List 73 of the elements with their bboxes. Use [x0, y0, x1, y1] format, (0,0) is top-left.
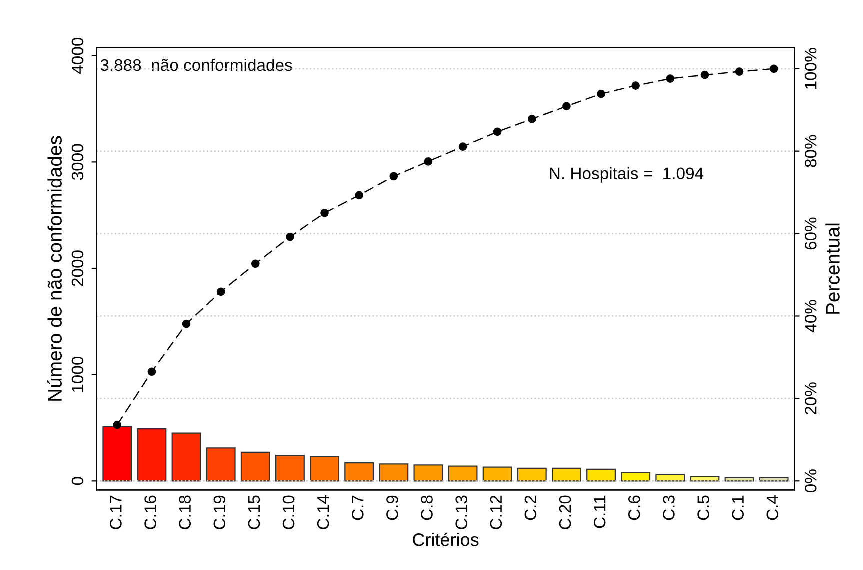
x-tick-label: C.20 — [559, 496, 572, 530]
annotation: N. Hospitais = 1.094 — [550, 167, 704, 183]
bar — [621, 472, 651, 482]
bar — [448, 466, 478, 482]
x-tick-label: C.17 — [110, 496, 122, 530]
bar — [137, 428, 167, 482]
x-tick-label: C.9 — [386, 496, 398, 520]
x-tick-label: C.1 — [732, 496, 744, 520]
bar — [656, 474, 686, 482]
y2-tick-label: 40% — [804, 300, 817, 333]
bar — [240, 452, 270, 482]
point — [355, 191, 364, 200]
point — [493, 128, 502, 136]
y2-tick-label: 60% — [804, 218, 817, 250]
x-tick-label: C.19 — [214, 496, 226, 530]
point — [251, 260, 260, 268]
bar — [310, 456, 340, 482]
y-tick-label: 0 — [72, 477, 84, 486]
y2-tick-label: 80% — [804, 135, 817, 168]
x-tick-label: C.11 — [594, 496, 606, 528]
y-tick-label: 3000 — [72, 144, 84, 180]
bar — [275, 455, 305, 482]
x-tick-label: C.3 — [663, 496, 675, 520]
point — [562, 102, 571, 111]
bar — [517, 468, 547, 482]
point — [735, 68, 744, 76]
y2-axis-title: Percentual — [826, 224, 840, 314]
point — [113, 420, 122, 430]
y-axis-title: Número de não conformidades — [47, 136, 62, 401]
bar — [552, 468, 582, 482]
bar — [379, 464, 409, 482]
x-tick-label: C.2 — [524, 496, 537, 520]
y-tick-label: 1000 — [72, 356, 84, 392]
y2-tick-label: 0% — [804, 470, 817, 493]
bar — [102, 426, 132, 482]
x-tick-label: C.4 — [766, 496, 779, 520]
x-tick-label: C.8 — [421, 496, 433, 520]
point — [458, 142, 468, 151]
annotation: 3.888 não conformidades — [100, 58, 292, 72]
y-tick-label: 2000 — [72, 250, 84, 286]
x-tick-label: C.15 — [248, 496, 260, 530]
x-axis-title: Critérios — [413, 532, 479, 546]
x-tick-label: C.7 — [352, 496, 364, 520]
point — [666, 74, 675, 83]
x-tick-label: C.6 — [628, 496, 640, 520]
y2-tick-label: 100% — [804, 48, 817, 89]
point — [770, 64, 778, 74]
bar — [206, 448, 236, 482]
point — [528, 115, 536, 124]
y2-tick-label: 20% — [804, 382, 817, 415]
point — [182, 320, 191, 328]
point — [286, 232, 294, 242]
x-tick-label: C.16 — [144, 496, 156, 530]
x-tick-label: C.14 — [317, 496, 330, 530]
y-tick-label: 4000 — [72, 38, 84, 74]
bar — [586, 468, 616, 482]
point — [424, 157, 433, 166]
bar — [482, 466, 512, 482]
point — [320, 209, 329, 218]
point — [597, 90, 606, 98]
point — [148, 368, 156, 376]
x-tick-label: C.13 — [456, 496, 468, 530]
point — [390, 172, 398, 181]
point — [216, 288, 226, 296]
x-tick-label: C.5 — [698, 496, 710, 520]
x-tick-label: C.10 — [282, 496, 295, 530]
bar — [344, 462, 374, 482]
bar — [414, 464, 444, 482]
bar — [172, 432, 202, 482]
point — [700, 70, 710, 80]
x-tick-label: C.18 — [179, 496, 191, 530]
point — [632, 82, 640, 90]
x-tick-label: C.12 — [490, 496, 502, 530]
